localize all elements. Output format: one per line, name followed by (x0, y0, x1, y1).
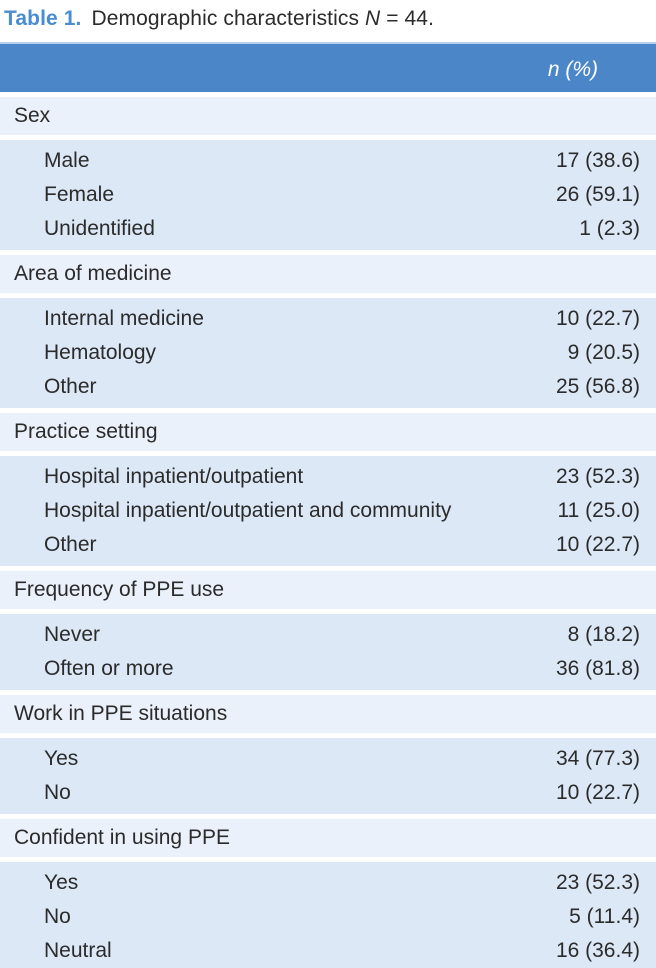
column-header-n-percent: n (%) (547, 58, 598, 81)
table-header-row: n (%) (0, 44, 656, 92)
row-value: 5 (11.4) (569, 905, 640, 928)
table-row: Yes 34 (77.3) (0, 742, 656, 776)
table-row: No 10 (22.7) (0, 776, 656, 810)
table-row: Male 17 (38.6) (0, 144, 656, 178)
row-label: Never (44, 623, 101, 646)
data-block: Yes 34 (77.3) No 10 (22.7) (0, 738, 656, 814)
row-label: No (44, 781, 71, 804)
row-label: Unidentified (44, 217, 155, 240)
row-label: Hospital inpatient/outpatient and commun… (44, 499, 452, 522)
row-label: Neutral (44, 939, 112, 962)
row-label: No (44, 905, 71, 928)
section-title: Work in PPE situations (14, 702, 228, 725)
row-value: 1 (2.3) (579, 217, 640, 240)
section-title: Frequency of PPE use (14, 578, 225, 601)
table-number-label: Table 1. (4, 7, 82, 30)
row-label: Male (44, 149, 90, 172)
table-caption-text: Demographic characteristics (91, 7, 360, 30)
table-row: Internal medicine 10 (22.7) (0, 302, 656, 336)
sample-size-symbol: N (365, 7, 381, 30)
row-value: 9 (20.5) (567, 341, 640, 364)
row-value: 10 (22.7) (555, 533, 640, 556)
row-value: 16 (36.4) (555, 939, 640, 962)
data-block: Internal medicine 10 (22.7) Hematology 9 (2… (0, 298, 656, 408)
row-label: Other (44, 533, 97, 556)
row-value: 11 (25.0) (557, 499, 641, 522)
row-label: Other (44, 375, 97, 398)
data-block: Male 17 (38.6) Female 26 (59.1) Unidentified… (0, 140, 656, 250)
row-label: Hematology (44, 341, 157, 364)
table-row: Hematology 9 (20.5) (0, 336, 656, 370)
section-title: Practice setting (14, 420, 158, 443)
table-caption: Table 1. Demographic characteristics N = … (0, 0, 656, 42)
row-value: 17 (38.6) (555, 149, 640, 172)
table-row: Hospital inpatient/outpatient 23 (52.3) (0, 460, 656, 494)
data-block: Hospital inpatient/outpatient 23 (52.3) Ho… (0, 456, 656, 566)
row-value: 36 (81.8) (555, 657, 640, 680)
row-value: 8 (18.2) (567, 623, 640, 646)
table-row: Often or more 36 (81.8) (0, 652, 656, 686)
row-value: 34 (77.3) (555, 747, 640, 770)
data-block: Never 8 (18.2) Often or more 36 (81.8) (0, 614, 656, 690)
table-row: Other 25 (56.8) (0, 370, 656, 404)
row-label: Yes (44, 871, 79, 894)
table-row: Other 10 (22.7) (0, 528, 656, 562)
row-value: 25 (56.8) (555, 375, 640, 398)
table-row: Yes 23 (52.3) (0, 866, 656, 900)
section-header: Practice setting (0, 413, 656, 451)
table-row: Never 8 (18.2) (0, 618, 656, 652)
table-row: Hospital inpatient/outpatient and commun… (0, 494, 656, 528)
section-header: Work in PPE situations (0, 695, 656, 733)
table-body: Sex Male 17 (38.6) Female 26 (59.1) Unidentif… (0, 97, 656, 968)
section-header: Confident in using PPE (0, 819, 656, 857)
section-header: Sex (0, 97, 656, 135)
table-row: No 5 (11.4) (0, 900, 656, 934)
section-title: Confident in using PPE (14, 826, 230, 849)
row-value: 26 (59.1) (555, 183, 640, 206)
table-row: Neutral 16 (36.4) (0, 934, 656, 968)
row-label: Yes (44, 747, 79, 770)
row-value: 23 (52.3) (555, 465, 640, 488)
row-value: 10 (22.7) (555, 781, 640, 804)
data-block: Yes 23 (52.3) No 5 (11.4) Neutral 16 (36.4) (0, 862, 656, 968)
section-header: Frequency of PPE use (0, 571, 656, 609)
section-title: Sex (14, 104, 51, 127)
table-row: Unidentified 1 (2.3) (0, 212, 656, 246)
row-label: Often or more (44, 657, 174, 680)
table-row: Female 26 (59.1) (0, 178, 656, 212)
section-title: Area of medicine (14, 262, 172, 285)
sample-size-value: = 44. (386, 7, 435, 30)
row-label: Female (44, 183, 115, 206)
section-header: Area of medicine (0, 255, 656, 293)
row-value: 23 (52.3) (555, 871, 640, 894)
row-label: Hospital inpatient/outpatient (44, 465, 304, 488)
row-value: 10 (22.7) (555, 307, 640, 330)
row-label: Internal medicine (44, 307, 204, 330)
table-top-border (0, 42, 656, 44)
